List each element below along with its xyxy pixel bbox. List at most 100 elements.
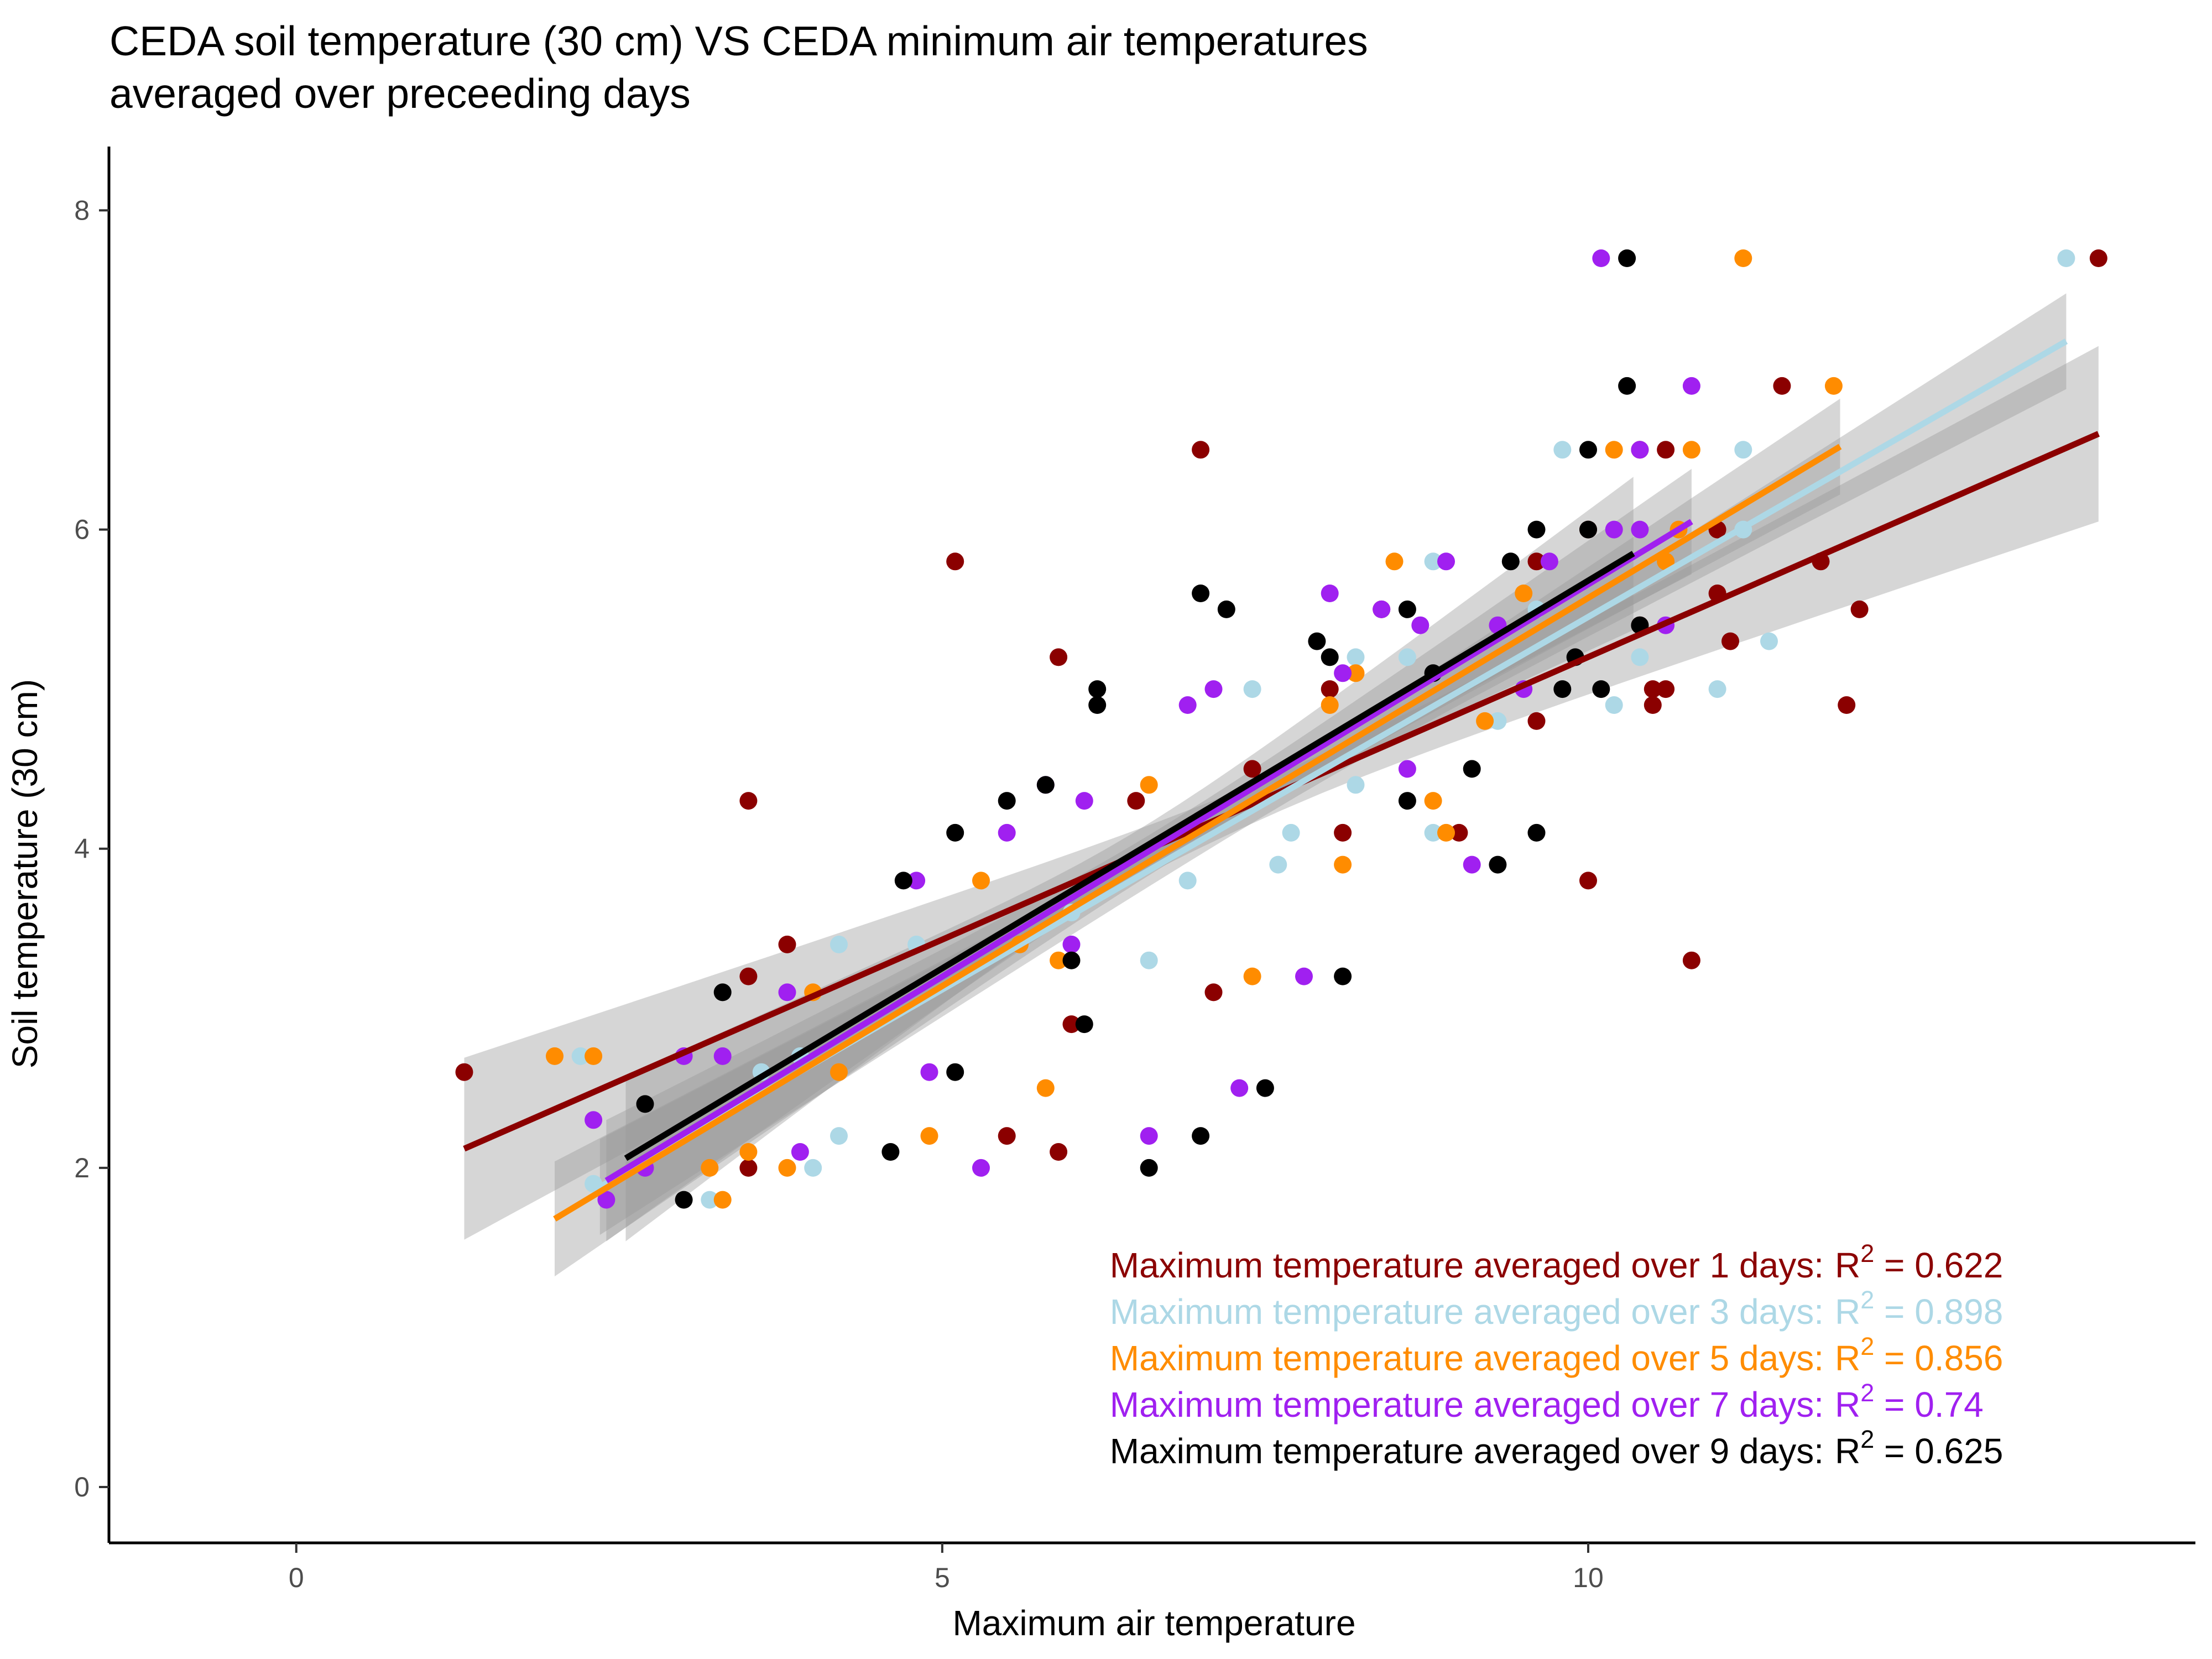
data-point	[739, 792, 758, 810]
data-point	[1527, 552, 1546, 571]
data-point	[1631, 520, 1649, 539]
data-point	[1230, 1079, 1249, 1097]
data-point	[1489, 855, 1507, 874]
data-point	[998, 1127, 1016, 1145]
data-point	[1192, 585, 1210, 602]
x-tick-label: 10	[1573, 1562, 1604, 1593]
data-point	[585, 1175, 603, 1193]
data-point	[1308, 632, 1326, 650]
data-point	[597, 1191, 615, 1209]
data-point	[1618, 377, 1636, 395]
data-point	[1178, 696, 1197, 714]
data-point	[920, 1063, 938, 1081]
data-point	[1256, 1079, 1274, 1097]
confidence-band	[606, 468, 1692, 1241]
data-point	[585, 1047, 603, 1065]
data-point	[701, 1191, 719, 1209]
data-point	[1527, 823, 1546, 842]
data-point	[1605, 520, 1623, 539]
data-point	[1050, 1143, 1068, 1161]
data-point	[1489, 712, 1507, 730]
data-point	[1605, 696, 1623, 714]
data-point	[1062, 1015, 1081, 1034]
data-point	[1269, 855, 1287, 874]
data-point	[1605, 441, 1623, 459]
equation-legend: Maximum temperature averaged over 1 days…	[1110, 1239, 2004, 1471]
chart-title-line-2: averaged over preceeding days	[109, 70, 691, 117]
y-tick-label: 6	[74, 514, 90, 545]
data-point	[1321, 696, 1339, 714]
data-point	[778, 983, 796, 1001]
data-point	[1463, 855, 1481, 874]
regression-line	[624, 551, 1635, 1161]
y-tick-label: 2	[74, 1152, 90, 1183]
data-point	[1398, 648, 1416, 666]
chart-title-line-1: CEDA soil temperature (30 cm) VS CEDA mi…	[109, 18, 1368, 64]
data-point	[713, 983, 732, 1001]
data-point	[1178, 872, 1197, 890]
data-point	[894, 872, 912, 890]
data-point	[2057, 249, 2075, 267]
data-point	[1850, 600, 1869, 618]
data-point	[1127, 792, 1145, 810]
data-point	[1373, 600, 1391, 618]
data-point	[1592, 680, 1610, 698]
data-point	[1437, 823, 1455, 842]
data-point	[1140, 1159, 1158, 1177]
data-point	[778, 935, 796, 953]
data-point	[1527, 712, 1546, 730]
data-point	[998, 792, 1016, 810]
data-point	[804, 1159, 822, 1177]
data-point	[1295, 967, 1313, 985]
data-point	[1075, 792, 1093, 810]
data-point	[1192, 441, 1210, 459]
data-point	[1592, 249, 1610, 267]
legend-r2: R2 = 0.622	[1835, 1239, 2003, 1285]
data-point	[1088, 680, 1107, 698]
regression-line	[553, 444, 1842, 1222]
data-point	[1321, 585, 1339, 602]
legend-label: Maximum temperature averaged over 7 days…	[1110, 1385, 1824, 1425]
data-point	[1657, 441, 1675, 459]
data-point	[1760, 632, 1778, 650]
data-point	[1036, 776, 1055, 794]
data-point	[972, 872, 990, 890]
data-point	[1204, 680, 1223, 698]
data-point	[1347, 648, 1365, 666]
y-tick-label: 8	[74, 195, 90, 226]
data-point	[1411, 616, 1430, 634]
data-point	[1398, 760, 1416, 778]
data-point	[1476, 712, 1494, 730]
x-tick-label: 0	[289, 1562, 304, 1593]
data-point	[830, 1127, 848, 1145]
legend-label: Maximum temperature averaged over 3 days…	[1110, 1292, 1824, 1332]
data-point	[1618, 249, 1636, 267]
data-point	[1062, 935, 1081, 953]
data-point	[778, 1159, 796, 1177]
data-point	[1385, 552, 1404, 571]
data-point	[1644, 680, 1662, 698]
data-point	[946, 552, 964, 571]
data-point	[1347, 776, 1365, 794]
data-point	[1192, 1127, 1210, 1145]
data-point	[1243, 680, 1261, 698]
data-point	[946, 823, 964, 842]
data-point	[907, 872, 926, 890]
data-point	[1657, 680, 1675, 698]
data-point	[1050, 648, 1068, 666]
x-axis-title: Maximum air temperature	[952, 1603, 1355, 1643]
data-point	[1721, 632, 1739, 650]
scatter-points	[455, 249, 2107, 1209]
data-point	[1075, 1015, 1093, 1034]
data-point	[1140, 951, 1158, 969]
data-point	[675, 1191, 693, 1209]
data-point	[713, 1191, 732, 1209]
data-point	[1734, 249, 1752, 267]
data-point	[1243, 760, 1261, 778]
legend-label: Maximum temperature averaged over 5 days…	[1110, 1338, 1824, 1378]
data-point	[1398, 792, 1416, 810]
data-point	[1424, 823, 1442, 842]
data-point	[946, 1063, 964, 1081]
data-point	[1579, 872, 1597, 890]
data-point	[1243, 967, 1261, 985]
